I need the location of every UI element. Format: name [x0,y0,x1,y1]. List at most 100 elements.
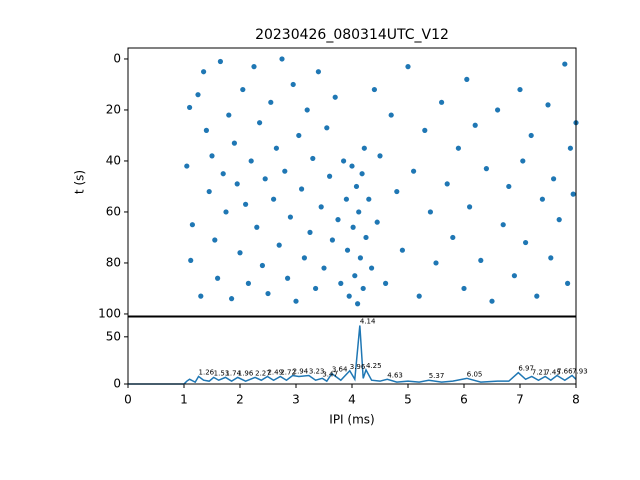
peak-label: 1.74 [225,369,241,377]
scatter-point [363,234,369,241]
scatter-point [388,112,394,118]
scatter-point [369,265,375,271]
x-tick-label: 6 [460,393,468,407]
y-tick-label: 40 [106,153,121,167]
scatter-point [464,76,470,82]
scatter-point [534,293,540,299]
scatter-point [567,145,574,151]
scatter-point [285,275,291,281]
scatter-point [562,61,568,67]
scatter-point [511,273,517,279]
scatter-point [268,99,274,105]
scatter-point [223,209,229,215]
peak-label: 6.97 [518,365,534,373]
scatter-point [478,257,484,264]
peak-label: 2.27 [255,369,271,377]
scatter-point [461,285,467,292]
scatter-point [570,191,576,197]
scatter-point [245,280,251,286]
scatter-point [324,125,330,131]
peak-label: 6.05 [467,370,483,378]
scatter-point [254,224,260,230]
peak-label: 4.25 [366,362,382,370]
scatter-point [433,260,439,266]
scatter-point [220,171,226,177]
scatter-point [411,168,417,174]
scatter-point [189,222,195,228]
scatter-point [282,168,288,174]
scatter-point [344,247,351,253]
scatter-point [523,239,529,246]
scatter-point [422,127,428,133]
scatter-point [349,163,355,169]
scatter-point [356,209,362,215]
scatter-point [360,285,366,292]
y-tick-label: 80 [106,255,121,269]
scatter-point [307,229,313,235]
scatter-point [327,173,333,179]
x-tick-label: 1 [180,393,188,407]
scatter-point [248,158,254,164]
scatter-point [299,186,305,192]
scatter-point [276,242,282,248]
scatter-point [399,247,405,253]
x-axis-label: IPI (ms) [329,413,374,427]
y-tick-label: 0 [113,51,121,65]
x-tick-label: 3 [292,393,300,407]
scatter-point [353,183,360,190]
peak-label: 7.45 [545,368,561,376]
scatter-point [352,273,358,279]
scatter-point [290,81,296,88]
scatter-point [539,196,546,202]
scatter-point [184,163,190,169]
scatter-point [361,145,367,151]
scatter-point [259,262,265,269]
scatter-point [237,250,243,256]
scatter-point [483,166,489,172]
scatter-point [287,214,293,220]
scatter-point [206,188,212,195]
y-axis-label: t (s) [73,170,87,194]
scatter-point [234,181,240,187]
peak-label: 3.47 [322,370,338,378]
scatter-point [195,92,201,98]
scatter-point [350,224,356,230]
x-tick-label: 0 [124,393,132,407]
scatter-point [273,145,279,151]
scatter-point [467,204,473,210]
peak-label: 7.66 [557,368,573,376]
x-tick-label: 4 [348,393,356,407]
scatter-point [489,298,495,304]
scatter-point [394,188,400,195]
scatter-point [310,155,316,162]
peak-label: 5.37 [429,372,445,380]
peak-label: 4.63 [387,371,403,379]
scatter-point [229,296,235,302]
scatter-point [416,293,422,299]
scatter-point [201,69,207,75]
scatter-point [187,104,193,111]
scatter-point [427,209,433,215]
scatter-point [371,86,377,93]
scatter-point [506,183,512,190]
peak-label: 3.96 [350,363,366,371]
scatter-point [565,280,571,286]
scatter-point [313,285,319,292]
peak-label: 7.21 [532,368,548,376]
peak-label: 2.94 [293,368,309,376]
line-series [128,325,577,385]
scatter-point [217,58,223,65]
scatter-point [226,112,232,118]
scatter-point [188,257,194,264]
scatter-point [439,99,445,105]
scatter-point [355,301,361,307]
scatter-point [455,145,461,151]
scatter-point [279,56,285,62]
scatter-point [262,176,268,182]
scatter-point [243,201,249,207]
scatter-point [257,120,263,126]
scatter-point [357,255,363,261]
peak-label: 4.14 [360,317,376,325]
peak-label: 2.49 [267,368,283,376]
